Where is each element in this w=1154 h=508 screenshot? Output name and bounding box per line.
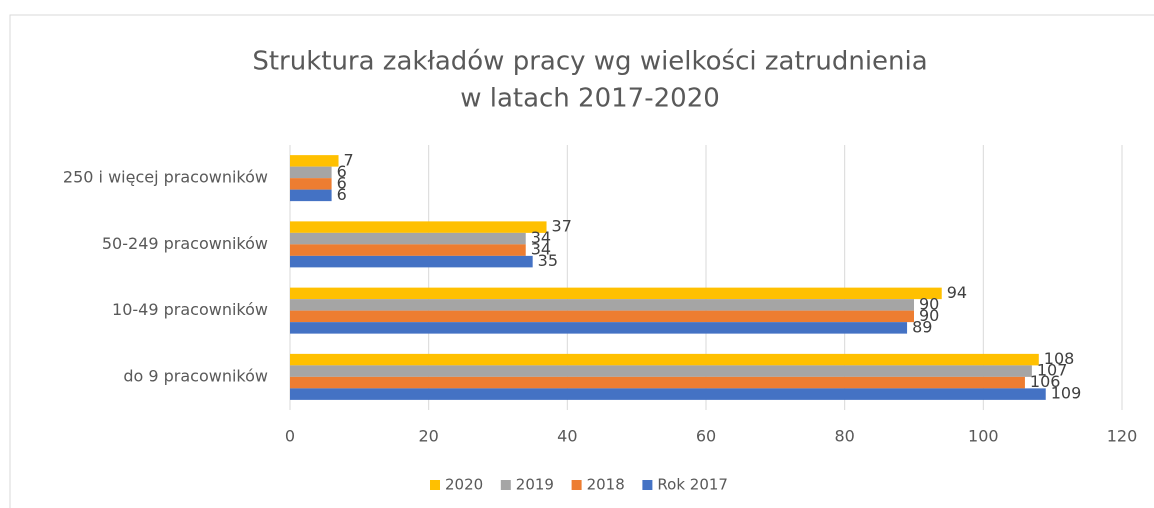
- bar: [290, 388, 1046, 400]
- bar: [290, 322, 908, 334]
- y-tick-label: 10-49 pracowników: [112, 300, 268, 319]
- bar: [290, 221, 547, 233]
- x-tick-label: 100: [968, 427, 999, 446]
- value-label: 6: [337, 185, 347, 204]
- chart-frame: [9, 14, 1154, 508]
- bar: [290, 353, 1039, 366]
- legend-label: 2020: [445, 476, 483, 494]
- value-label: 34: [531, 240, 551, 259]
- y-tick-label: do 9 pracowników: [123, 366, 268, 385]
- value-label: 6: [337, 162, 347, 181]
- value-label: 107: [1037, 361, 1068, 380]
- chart-title: Struktura zakładów pracy wg wielkości za…: [252, 47, 927, 77]
- x-tick-label: 120: [1107, 427, 1138, 446]
- x-tick-label: 20: [418, 427, 438, 446]
- legend-swatch: [430, 480, 440, 490]
- x-tick-label: 0: [285, 427, 295, 446]
- bar: [290, 244, 526, 256]
- x-tick-label: 40: [557, 427, 577, 446]
- value-label: 94: [947, 283, 967, 302]
- value-label: 90: [919, 306, 939, 325]
- value-label: 7: [344, 150, 354, 169]
- value-label: 108: [1044, 349, 1075, 368]
- bar: [290, 189, 332, 202]
- legend-swatch: [500, 480, 511, 490]
- legend-swatch: [571, 480, 582, 490]
- bar: [290, 299, 914, 311]
- value-label: 35: [538, 251, 558, 270]
- value-label: 109: [1051, 384, 1082, 403]
- x-tick-label: 60: [696, 427, 716, 446]
- value-label: 6: [337, 173, 347, 192]
- legend-label: 2019: [516, 476, 554, 494]
- y-tick-label: 50-249 pracowników: [102, 234, 268, 253]
- bar: [290, 155, 339, 167]
- bar: [290, 166, 332, 179]
- bar: [290, 376, 1025, 389]
- legend-swatch: [642, 480, 653, 490]
- bar: [290, 287, 942, 300]
- bar: [290, 310, 914, 323]
- bar: [290, 178, 332, 190]
- x-tick-label: 80: [834, 427, 854, 446]
- value-label: 89: [912, 317, 932, 336]
- bar: [290, 255, 533, 268]
- value-label: 37: [552, 217, 572, 236]
- y-tick-label: 250 i więcej pracowników: [63, 168, 268, 187]
- value-label: 90: [919, 294, 939, 313]
- value-label: 34: [531, 228, 551, 247]
- bar: [290, 365, 1032, 377]
- chart-title: w latach 2017-2020: [460, 84, 720, 114]
- bar: [290, 232, 526, 245]
- legend-label: 2018: [587, 476, 625, 494]
- value-label: 106: [1030, 372, 1061, 391]
- legend-label: Rok 2017: [657, 476, 728, 494]
